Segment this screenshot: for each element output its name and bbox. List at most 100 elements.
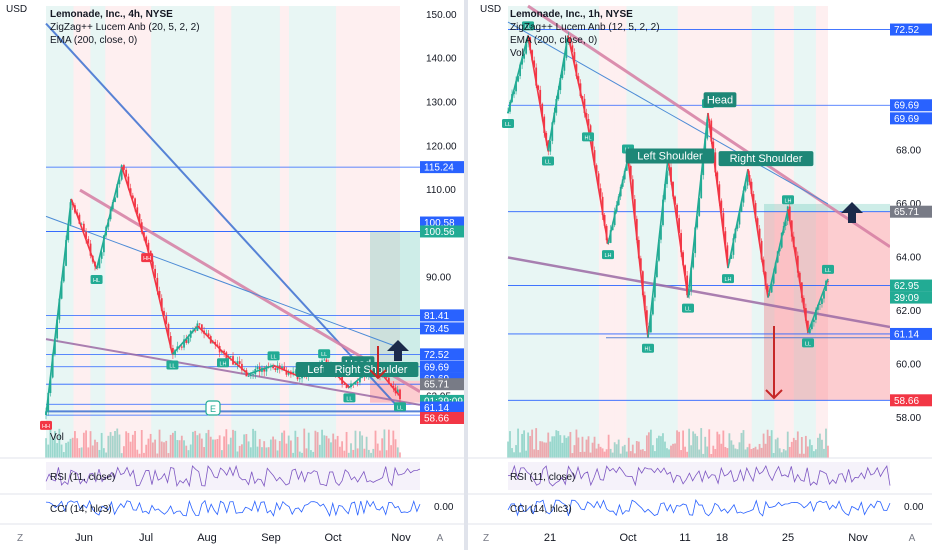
earnings-event-icon[interactable] bbox=[205, 400, 221, 416]
symbol-title[interactable]: Lemonade, Inc., 1h, NYSE bbox=[510, 9, 633, 20]
price-axis[interactable] bbox=[890, 0, 932, 458]
pivot-label-box[interactable] bbox=[682, 303, 694, 313]
pivot-label-box[interactable] bbox=[642, 343, 654, 353]
price-tag[interactable] bbox=[420, 412, 464, 424]
stop-loss-zone[interactable] bbox=[764, 211, 890, 401]
indicator-volume[interactable]: Vol bbox=[510, 48, 524, 59]
price-tag[interactable] bbox=[420, 401, 464, 414]
trend-shade-band bbox=[614, 6, 627, 458]
price-tag[interactable] bbox=[420, 378, 464, 391]
candle-body bbox=[571, 45, 574, 53]
price-tag[interactable] bbox=[420, 360, 464, 373]
volume-bar bbox=[147, 438, 150, 458]
pivot-label-box[interactable] bbox=[343, 393, 356, 403]
candle-body bbox=[752, 194, 755, 203]
volume-bar bbox=[609, 448, 612, 458]
profit-target-zone[interactable] bbox=[764, 203, 890, 212]
pivot-label-box[interactable] bbox=[582, 132, 594, 142]
auto-scale-button[interactable]: A bbox=[437, 533, 444, 544]
volume-bar bbox=[118, 434, 121, 458]
pivot-label-box[interactable] bbox=[394, 402, 406, 412]
pivot-label-box[interactable] bbox=[722, 274, 734, 284]
pivot-label-box[interactable] bbox=[782, 195, 794, 205]
volume-bar bbox=[774, 439, 777, 458]
candle-body bbox=[772, 273, 775, 284]
pivot-label-box[interactable] bbox=[90, 274, 103, 284]
pattern-label-box[interactable] bbox=[718, 151, 814, 167]
candle-body bbox=[714, 152, 717, 173]
price-tag[interactable] bbox=[420, 309, 464, 322]
volume-bar bbox=[744, 449, 747, 458]
pattern-label-box[interactable] bbox=[323, 361, 419, 377]
down-arrow-icon[interactable] bbox=[765, 326, 783, 400]
volume-bar bbox=[720, 443, 723, 458]
volume-bar bbox=[107, 435, 110, 458]
trendline[interactable] bbox=[507, 256, 891, 329]
indicator-zigzag[interactable]: ZigZag++ Lucem Anb (20, 5, 2, 2) bbox=[50, 22, 200, 33]
right-chart-canvas[interactable]: LLLLLLHLLHLLHLLLLLLHLLLHLLLLHeadLeft Sho… bbox=[468, 0, 932, 550]
indicator-zigzag[interactable]: ZigZag++ Lucem Anb (12, 5, 2, 2) bbox=[510, 22, 660, 33]
candle-body bbox=[345, 384, 348, 389]
price-tag[interactable] bbox=[890, 23, 932, 36]
zoom-button[interactable]: Z bbox=[17, 533, 23, 544]
pivot-label-box[interactable] bbox=[802, 338, 814, 348]
price-tag[interactable] bbox=[420, 322, 464, 335]
zoom-button[interactable]: Z bbox=[483, 533, 489, 544]
right-chart-panel[interactable]: LLLLLLHLLHLLHLLLLLLHLLLHLLLLHeadLeft Sho… bbox=[468, 0, 932, 550]
pivot-label-box[interactable] bbox=[141, 253, 154, 263]
volume-bar bbox=[798, 453, 801, 458]
price-tag[interactable] bbox=[890, 327, 932, 340]
pivot-label-box[interactable] bbox=[166, 360, 179, 370]
volume-bar bbox=[376, 443, 379, 458]
pivot-label-box[interactable] bbox=[267, 351, 280, 361]
indicator-ema[interactable]: EMA (200, close, 0) bbox=[50, 35, 138, 46]
down-arrow-icon[interactable] bbox=[369, 346, 387, 380]
pivot-label-box[interactable] bbox=[318, 349, 331, 359]
price-tag[interactable] bbox=[890, 291, 932, 304]
volume-bar bbox=[290, 440, 292, 458]
pivot-label-box[interactable] bbox=[542, 156, 554, 166]
up-arrow-icon[interactable] bbox=[387, 340, 409, 361]
pivot-label-box[interactable] bbox=[522, 21, 534, 31]
up-arrow-icon[interactable] bbox=[841, 202, 863, 223]
price-tag[interactable] bbox=[420, 225, 464, 238]
candle-body bbox=[274, 368, 277, 371]
trendline[interactable] bbox=[45, 338, 421, 406]
pivot-label-box[interactable] bbox=[502, 119, 514, 128]
price-tag[interactable] bbox=[890, 394, 932, 407]
candle-body bbox=[676, 204, 678, 219]
trend-shade-band bbox=[231, 6, 253, 458]
pattern-label-box[interactable] bbox=[625, 148, 715, 164]
trend-shade-band bbox=[289, 6, 311, 458]
candle-body bbox=[823, 290, 825, 299]
candle-body bbox=[98, 258, 101, 269]
price-tag[interactable] bbox=[420, 161, 464, 174]
price-tag[interactable] bbox=[890, 205, 932, 218]
price-tag[interactable] bbox=[420, 348, 464, 361]
panel-divider[interactable] bbox=[464, 0, 468, 550]
indicator-ema[interactable]: EMA (200, close, 0) bbox=[510, 35, 598, 46]
volume-bar bbox=[760, 447, 763, 458]
price-tag[interactable] bbox=[890, 112, 932, 125]
price-axis-label: 62.00 bbox=[896, 306, 921, 317]
price-tag[interactable] bbox=[890, 99, 932, 112]
pivot-label-box[interactable] bbox=[822, 264, 834, 274]
price-tag[interactable] bbox=[890, 279, 932, 292]
pivot-label-box[interactable] bbox=[602, 250, 614, 260]
left-chart-panel[interactable]: HHHLHHLLLHLLLLLLLLHeadLeft ShoulderRight… bbox=[0, 0, 464, 550]
pivot-label-box[interactable] bbox=[217, 358, 229, 368]
symbol-title[interactable]: Lemonade, Inc., 4h, NYSE bbox=[50, 9, 173, 20]
auto-scale-button[interactable]: A bbox=[909, 533, 916, 544]
volume-bar bbox=[827, 445, 829, 458]
candle-body bbox=[692, 253, 695, 268]
candle-body bbox=[236, 361, 239, 365]
candle-body bbox=[136, 207, 139, 215]
volume-bar bbox=[74, 431, 76, 458]
volume-bar bbox=[298, 451, 301, 458]
left-chart-canvas[interactable]: HHHLHHLLLHLLLLLLLLHeadLeft ShoulderRight… bbox=[0, 0, 464, 550]
volume-bar bbox=[605, 449, 608, 458]
candle-body bbox=[722, 213, 725, 232]
pivot-label-box[interactable] bbox=[40, 420, 52, 430]
volume-bar bbox=[385, 450, 388, 458]
pattern-label-box[interactable] bbox=[703, 92, 737, 108]
